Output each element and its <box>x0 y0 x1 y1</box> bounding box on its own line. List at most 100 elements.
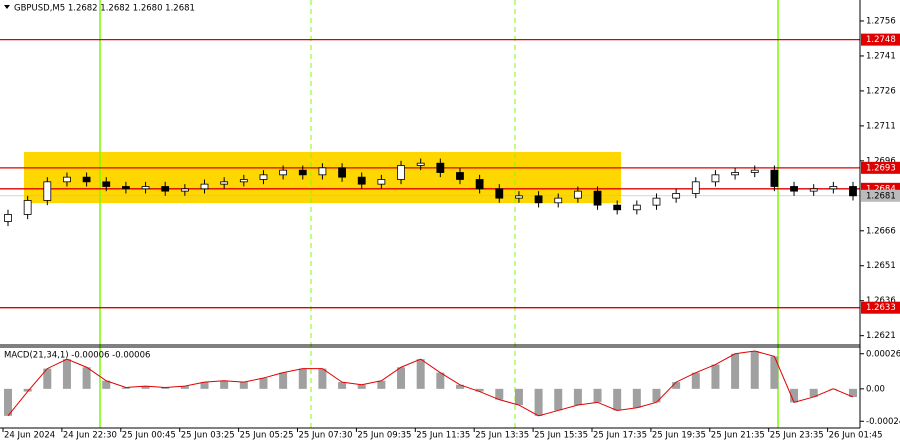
level-label-box <box>861 301 900 314</box>
macd-bar <box>43 368 52 389</box>
candle-body <box>63 176 71 183</box>
macd-bar <box>809 388 818 397</box>
macd-bar <box>711 364 720 389</box>
candle-body <box>515 195 523 199</box>
candle-body <box>790 186 798 192</box>
y-tick-label: 1.2696 <box>866 156 896 166</box>
y-tick-label: 1.2711 <box>866 121 896 131</box>
level-label: 1.2684 <box>866 184 896 194</box>
menu-arrow <box>4 5 10 9</box>
candle-body <box>416 162 425 166</box>
candle-body <box>318 167 327 176</box>
candle-body <box>731 172 739 176</box>
macd-bar <box>455 384 464 389</box>
candle-body <box>534 195 543 204</box>
candle-body <box>495 188 504 199</box>
macd-bar <box>573 388 582 406</box>
candle-body <box>849 186 857 197</box>
x-tick-label: 24 Jun 22:30 <box>63 431 117 441</box>
candle-body <box>672 193 681 199</box>
macd-bar <box>416 359 425 389</box>
macd-bar <box>357 384 366 389</box>
macd-bar <box>436 372 445 389</box>
level-label: 1.2748 <box>866 35 896 45</box>
x-tick-label: 25 Jun 13:35 <box>475 431 529 441</box>
macd-bar <box>750 351 759 389</box>
macd-bar <box>200 382 209 389</box>
indicator-title: MACD(21,34,1) -0.00006 -0.00006 <box>4 351 150 361</box>
macd-bar <box>495 388 504 400</box>
candle-body <box>554 197 563 204</box>
macd-bar <box>82 367 91 389</box>
macd-bar <box>141 386 150 389</box>
level-label-box <box>861 161 900 174</box>
macd-bar <box>23 388 32 392</box>
plot <box>0 38 860 417</box>
candle-body <box>200 183 209 190</box>
candle-body <box>770 169 779 187</box>
candle-body <box>161 186 170 192</box>
y-tick-label: 0.00026 <box>866 349 900 359</box>
macd-bar <box>259 378 268 389</box>
candle-body <box>456 172 464 180</box>
macd-bar <box>121 387 130 389</box>
y-tick-label: 1.2636 <box>866 296 896 306</box>
x-tick-label: 25 Jun 03:25 <box>181 431 235 441</box>
candle-body <box>43 181 52 201</box>
candle-body <box>397 165 405 180</box>
candle-body <box>279 169 288 176</box>
chart-title: GBPUSD,M5 1.2682 1.2682 1.2680 1.2681 <box>14 4 195 14</box>
candle-body <box>691 181 700 194</box>
candle-body <box>23 200 32 215</box>
last-price-box <box>861 189 900 202</box>
candle-body <box>298 169 307 176</box>
x-tick-label: 25 Jun 23:35 <box>770 431 824 441</box>
candle-body <box>82 176 91 183</box>
level-label-box <box>861 33 900 46</box>
macd-bar <box>279 372 288 389</box>
candle-body <box>102 181 111 187</box>
macd-bar <box>534 388 543 416</box>
macd-bar <box>593 388 602 403</box>
macd-bar <box>62 359 71 389</box>
y-tick-label: 1.2621 <box>866 331 896 341</box>
macd-bar <box>770 356 779 389</box>
macd-bar <box>180 386 189 389</box>
x-tick-label: 25 Jun 21:35 <box>711 431 765 441</box>
x-tick-label: 26 Jun 01:45 <box>829 431 883 441</box>
x-tick-label: 25 Jun 09:35 <box>357 431 411 441</box>
x-tick-label: 24 Jun 2024 <box>4 431 55 441</box>
x-tick-label: 25 Jun 19:35 <box>652 431 706 441</box>
candle-body <box>377 179 386 185</box>
macd-bar <box>318 368 327 389</box>
macd-bar <box>161 387 170 389</box>
candle-body <box>593 190 602 206</box>
candle-body <box>475 179 484 190</box>
candle-body <box>259 174 268 180</box>
level-label: 1.2633 <box>866 303 896 313</box>
candle-body <box>829 186 838 190</box>
macd-bar <box>672 382 681 389</box>
level-label: 1.2693 <box>866 163 896 173</box>
y-tick-label: 1.2666 <box>866 226 896 236</box>
candle-body <box>652 197 661 206</box>
candle-body <box>750 169 759 173</box>
macd-signal <box>7 350 854 417</box>
candle-body <box>632 204 641 211</box>
candle-body <box>338 167 346 178</box>
candle-body <box>809 188 818 192</box>
last-price-label: 1.2681 <box>866 191 896 201</box>
candle-body <box>4 214 12 222</box>
macd-bar <box>691 372 700 389</box>
macd-bar <box>397 367 406 389</box>
candle-body <box>436 162 445 173</box>
macd-bar <box>613 388 622 411</box>
candle-body <box>613 204 622 211</box>
candle-body <box>141 186 150 190</box>
y-tick-label: 1.2651 <box>866 261 896 271</box>
macd-bar <box>102 380 111 389</box>
macd-bar <box>377 380 386 389</box>
macd-bar <box>475 388 484 392</box>
